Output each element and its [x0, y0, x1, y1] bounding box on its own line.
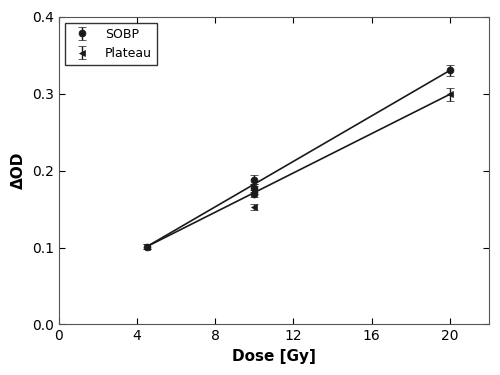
X-axis label: Dose [Gy]: Dose [Gy]: [232, 349, 316, 364]
Legend: SOBP, Plateau: SOBP, Plateau: [65, 23, 157, 65]
Y-axis label: ΔOD: ΔOD: [11, 152, 26, 189]
